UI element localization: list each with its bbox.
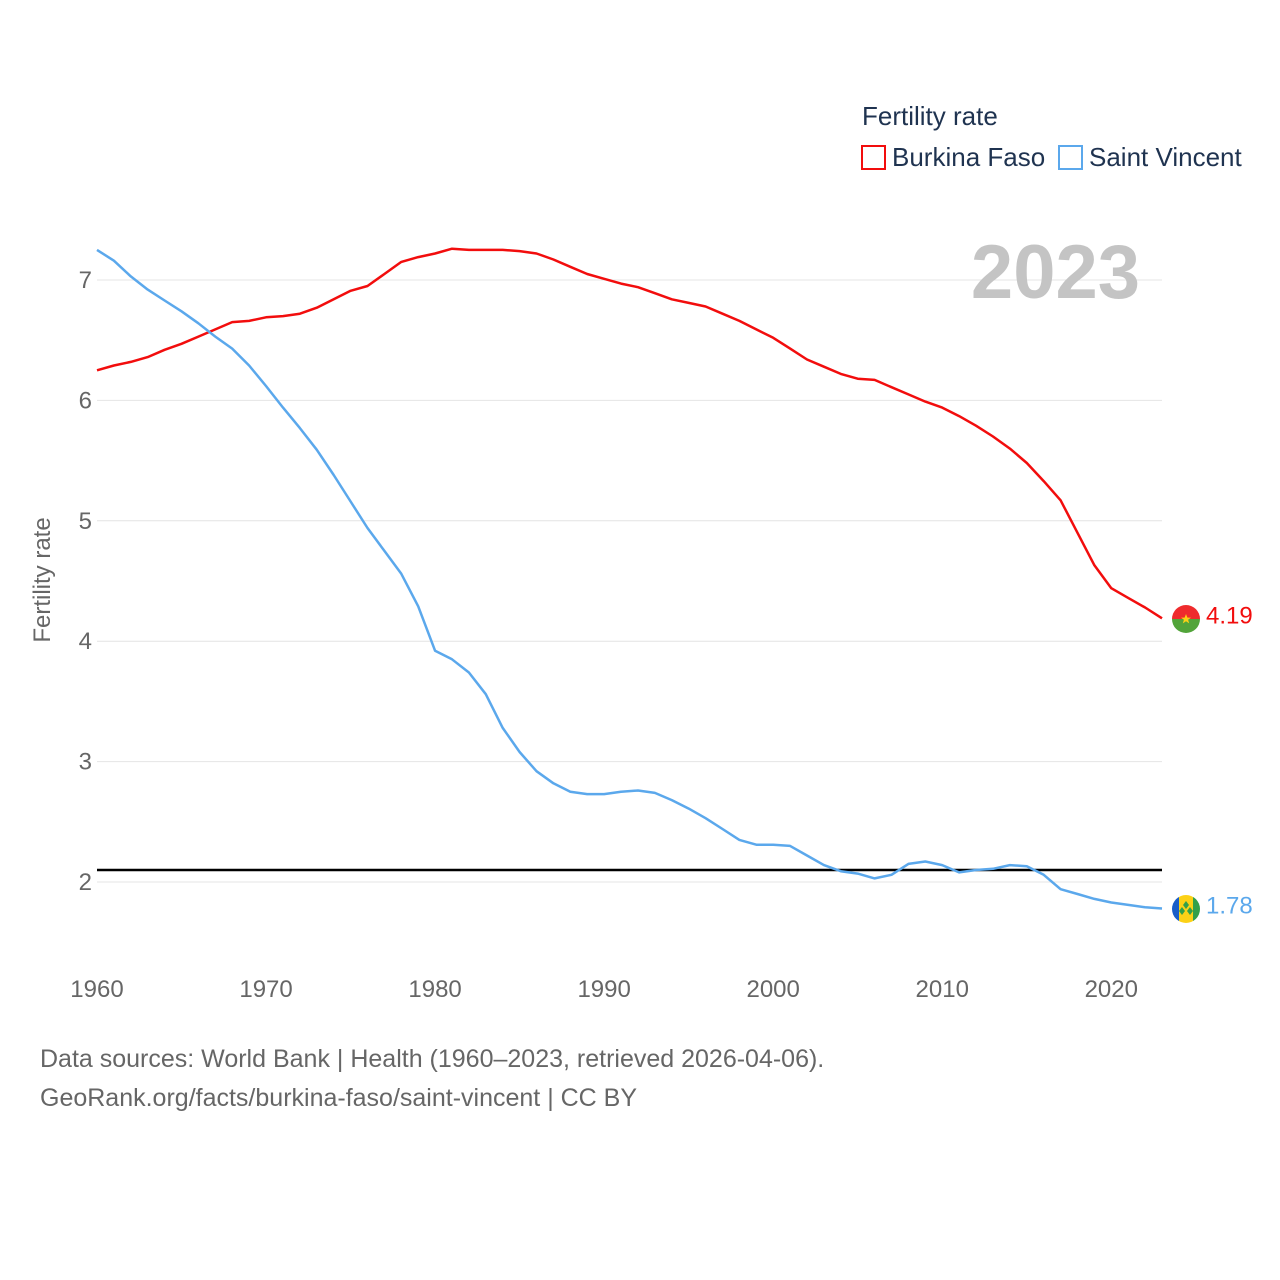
series-line-burkina-faso bbox=[96, 247, 1163, 620]
series-group: 4.19 1.78 bbox=[96, 247, 1253, 919]
legend-label-burkina-faso: Burkina Faso bbox=[892, 142, 1045, 172]
y-tick-label: 4 bbox=[79, 628, 92, 655]
y-tick-label: 7 bbox=[79, 267, 92, 294]
saint-vincent-flag-icon bbox=[1172, 895, 1200, 923]
burkina-faso-flag-icon bbox=[1172, 605, 1200, 633]
legend-swatch-saint-vincent bbox=[1058, 145, 1083, 170]
grid bbox=[97, 279, 1162, 883]
legend-item-saint-vincent[interactable]: Saint Vincent bbox=[1058, 142, 1243, 172]
legend-item-burkina-faso[interactable]: Burkina Faso bbox=[861, 142, 1045, 172]
legend-label-saint-vincent: Saint Vincent bbox=[1089, 142, 1243, 172]
x-tick-label: 2000 bbox=[746, 976, 799, 1003]
x-tick-label: 1960 bbox=[70, 976, 123, 1003]
y-tick-label: 2 bbox=[79, 869, 92, 896]
x-tick-label: 1980 bbox=[408, 976, 461, 1003]
x-tick-label: 1990 bbox=[577, 976, 630, 1003]
legend: Fertility rate Burkina Faso Saint Vincen… bbox=[861, 101, 1243, 172]
y-axis-title: Fertility rate bbox=[29, 517, 56, 642]
legend-swatch-burkina-faso bbox=[861, 145, 886, 170]
year-label: 2023 bbox=[971, 230, 1140, 315]
y-tick-label: 5 bbox=[79, 508, 92, 535]
attribution-line: GeoRank.org/facts/burkina-faso/saint-vin… bbox=[40, 1084, 638, 1112]
y-tick-label: 6 bbox=[79, 387, 92, 414]
axis-labels: 2 3 4 5 6 7 1960 1970 1980 1990 2000 2010 2020 bbox=[70, 267, 1138, 1003]
source-line: Data sources: World Bank | Health (1960–… bbox=[40, 1045, 825, 1073]
end-value-label: 4.19 bbox=[1206, 602, 1253, 629]
end-value-label: 1.78 bbox=[1206, 892, 1253, 919]
x-tick-label: 1970 bbox=[239, 976, 292, 1003]
series-line-saint-vincent bbox=[96, 248, 1163, 910]
x-tick-label: 2020 bbox=[1085, 976, 1138, 1003]
x-tick-label: 2010 bbox=[916, 976, 969, 1003]
legend-title: Fertility rate bbox=[862, 101, 998, 131]
y-tick-label: 3 bbox=[79, 749, 92, 776]
